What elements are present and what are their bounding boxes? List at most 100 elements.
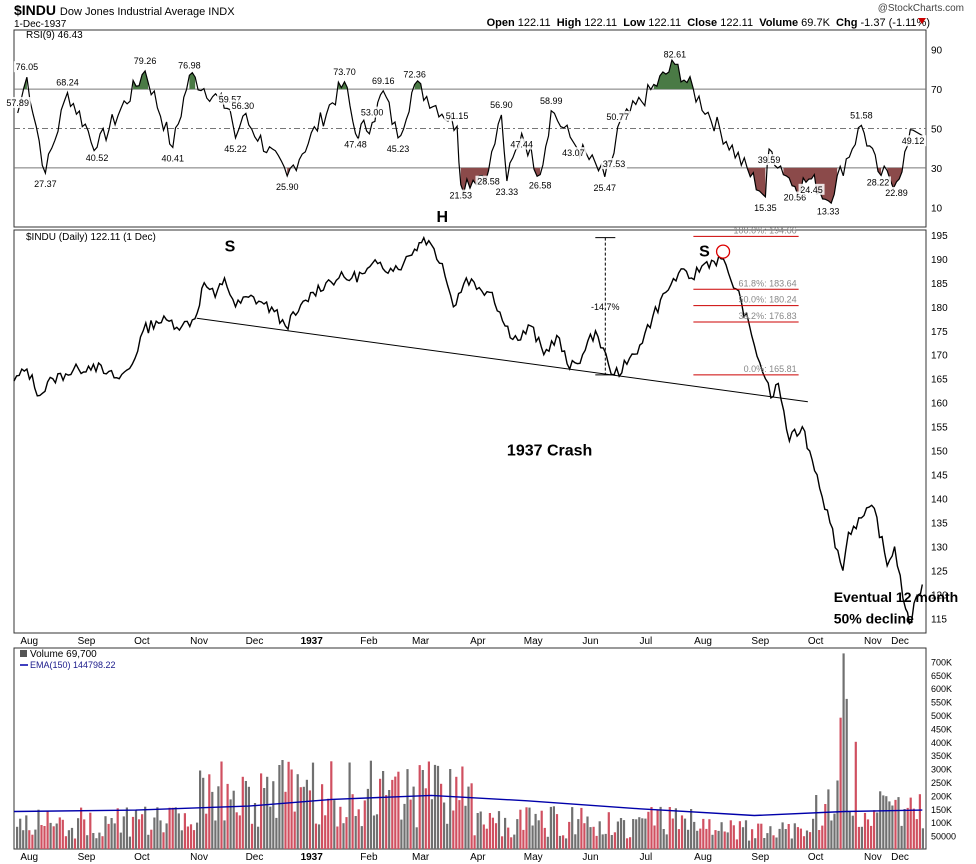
x-tick-label-price: Feb xyxy=(360,636,378,647)
volume-bar xyxy=(729,820,732,849)
volume-bar xyxy=(28,830,31,849)
volume-bar xyxy=(912,808,915,849)
volume-bar xyxy=(815,795,818,849)
volume-bar xyxy=(391,779,394,849)
x-tick-label-volume: Jun xyxy=(582,852,598,863)
rsi-label-bg xyxy=(229,100,256,112)
volume-bar xyxy=(98,832,101,849)
rsi-label-bg xyxy=(752,201,779,213)
volume-bar xyxy=(610,835,613,849)
volume-bar xyxy=(571,807,574,849)
volume-bar xyxy=(769,826,772,849)
volume-bar xyxy=(516,819,519,849)
volume-bar xyxy=(726,832,729,849)
rsi-label-bg xyxy=(370,74,397,86)
rsi-value-label: 82.61 xyxy=(664,49,687,59)
volume-bar xyxy=(845,698,848,849)
price-y-tick: 145 xyxy=(931,471,948,482)
volume-bar xyxy=(449,769,452,849)
volume-bar xyxy=(836,780,839,849)
rsi-value-label: 27.37 xyxy=(34,179,57,189)
rsi-line xyxy=(17,58,923,205)
volume-bar xyxy=(546,836,549,849)
rsi-value-label: 73.70 xyxy=(333,67,356,77)
x-tick-label-price: Dec xyxy=(246,636,264,647)
volume-bar xyxy=(232,790,235,849)
rsi-label-bg xyxy=(815,205,842,217)
rsi-y-tick: 90 xyxy=(931,46,943,57)
rsi-value-label: 56.30 xyxy=(232,101,255,111)
rsi-label-bg xyxy=(54,76,81,88)
x-tick-label-volume: Aug xyxy=(20,852,38,863)
volume-bar xyxy=(537,820,540,849)
price-annotation: S xyxy=(699,243,710,260)
volume-bar xyxy=(77,818,80,849)
volume-bar xyxy=(870,825,873,849)
volume-bar xyxy=(308,790,311,849)
volume-bar xyxy=(382,771,385,849)
rsi-label-bg xyxy=(798,183,825,195)
rsi-label-bg xyxy=(865,176,891,188)
volume-bar xyxy=(220,761,223,849)
volume-bar xyxy=(281,760,284,849)
volume-bar xyxy=(879,791,882,849)
volume-bar xyxy=(229,799,232,849)
rsi-y-tick: 30 xyxy=(931,164,943,175)
volume-bar xyxy=(40,825,43,849)
fib-label: 100.0%: 194.66 xyxy=(734,225,797,235)
price-annotation: H xyxy=(437,209,449,226)
ohlc-bar: Open 122.11 High 122.11 Low 122.11 Close… xyxy=(487,17,930,29)
volume-bar xyxy=(558,835,562,849)
rsi-label-bg xyxy=(848,109,875,121)
volume-bar xyxy=(589,827,592,849)
price-y-tick: 160 xyxy=(931,399,948,410)
volume-bar xyxy=(674,808,677,849)
volume-y-tick: 450K xyxy=(931,724,952,734)
rsi-label-bg xyxy=(900,135,927,147)
volume-bar xyxy=(107,823,110,849)
volume-bar xyxy=(607,812,610,849)
volume-y-tick: 550K xyxy=(931,698,952,708)
volume-bar xyxy=(403,803,406,849)
rsi-label-bg xyxy=(401,68,428,80)
volume-bar xyxy=(583,823,586,849)
rsi-value-label: 51.58 xyxy=(850,110,873,120)
volume-bar xyxy=(238,815,241,849)
volume-bar xyxy=(732,825,735,849)
volume-bar xyxy=(921,828,924,849)
x-tick-label-price: Apr xyxy=(470,636,486,647)
volume-bar xyxy=(427,761,430,849)
volume-bar xyxy=(37,809,40,849)
volume-bar xyxy=(842,653,845,849)
volume-bar xyxy=(866,819,870,849)
volume-bar xyxy=(351,794,354,849)
rsi-label-bg xyxy=(32,178,59,190)
volume-bar xyxy=(586,816,589,849)
rsi-value-label: 23.33 xyxy=(496,187,519,197)
price-y-tick: 155 xyxy=(931,423,948,434)
rsi-label-bg xyxy=(331,65,358,77)
measure-label: -14.7% xyxy=(591,302,620,312)
price-y-tick: 165 xyxy=(931,375,948,386)
volume-bar xyxy=(827,789,830,849)
volume-bar xyxy=(528,807,531,849)
rsi-value-label: 72.36 xyxy=(403,69,426,79)
rsi-value-label: 51.15 xyxy=(446,111,469,121)
volume-bar xyxy=(683,818,687,849)
rsi-label-bg xyxy=(560,147,587,159)
volume-y-tick: 400K xyxy=(931,738,952,748)
volume-bar xyxy=(915,819,918,849)
rsi-y-tick: 70 xyxy=(931,85,943,96)
volume-bar xyxy=(156,807,159,849)
volume-bar xyxy=(650,807,653,849)
volume-label: Volume xyxy=(759,17,799,29)
volume-bar xyxy=(250,823,254,849)
open-value: 122.11 xyxy=(517,17,551,29)
volume-bar xyxy=(519,809,522,849)
fib-label: 61.8%: 183.64 xyxy=(739,278,797,288)
price-y-tick: 150 xyxy=(931,447,948,458)
volume-bar xyxy=(22,830,25,849)
fib-label: 50.0%: 180.24 xyxy=(739,295,797,305)
volume-bar xyxy=(314,823,318,849)
